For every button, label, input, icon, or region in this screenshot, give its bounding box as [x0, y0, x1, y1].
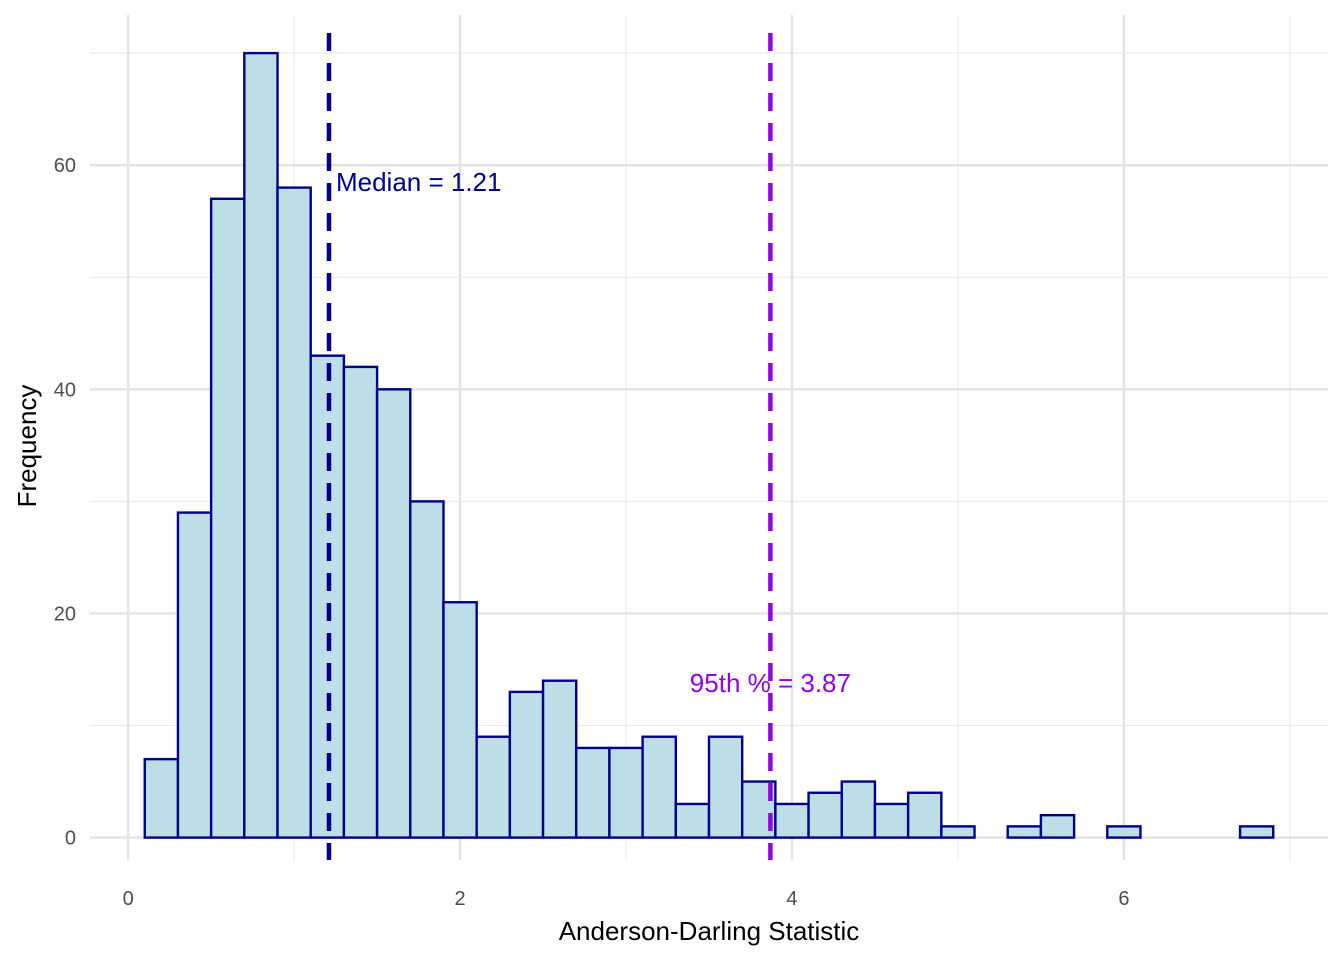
- median-label: Median = 1.21: [336, 167, 502, 197]
- y-tick-label: 60: [54, 155, 76, 177]
- histogram-bar: [840, 780, 877, 839]
- y-tick-label: 20: [54, 603, 76, 625]
- histogram-bar: [674, 802, 711, 839]
- y-axis-label: Frequency: [12, 385, 42, 508]
- y-tick-label: 0: [65, 828, 76, 850]
- histogram-bar: [342, 365, 379, 839]
- x-tick-label: 6: [1118, 888, 1129, 910]
- histogram-bar: [807, 791, 843, 839]
- histogram-bar: [774, 802, 810, 839]
- histogram-bar: [541, 679, 578, 839]
- bars: [143, 51, 1275, 839]
- histogram-bar: [243, 51, 279, 839]
- x-tick-label: 4: [786, 888, 797, 910]
- histogram-bar: [1039, 813, 1076, 839]
- x-tick-label: 0: [123, 888, 134, 910]
- histogram-bar: [641, 735, 678, 839]
- histogram-bar: [508, 690, 545, 839]
- histogram-bar: [1006, 825, 1043, 839]
- histogram-bar: [873, 802, 910, 839]
- histogram-bar: [1238, 825, 1275, 839]
- x-axis-label: Anderson-Darling Statistic: [559, 916, 860, 946]
- histogram-bar: [209, 197, 246, 839]
- histogram-bar: [176, 511, 213, 839]
- p95-label: 95th % = 3.87: [690, 668, 851, 698]
- y-tick-label: 40: [54, 379, 76, 401]
- histogram-bar: [375, 388, 412, 839]
- x-tick-label: 2: [455, 888, 466, 910]
- histogram-bar: [575, 746, 611, 839]
- histogram-bar: [143, 757, 180, 839]
- histogram-bar: [475, 735, 512, 839]
- histogram-bar: [409, 500, 445, 839]
- reference-lines: Median = 1.21 95th % = 3.87: [326, 33, 851, 860]
- histogram-bar: [940, 825, 976, 839]
- histogram-bar: [276, 186, 312, 839]
- histogram-bar: [608, 746, 644, 839]
- histogram-bar: [906, 791, 943, 839]
- histogram-bar: [1106, 825, 1142, 839]
- histogram-bar: [442, 601, 478, 839]
- histogram-bar: [707, 735, 744, 839]
